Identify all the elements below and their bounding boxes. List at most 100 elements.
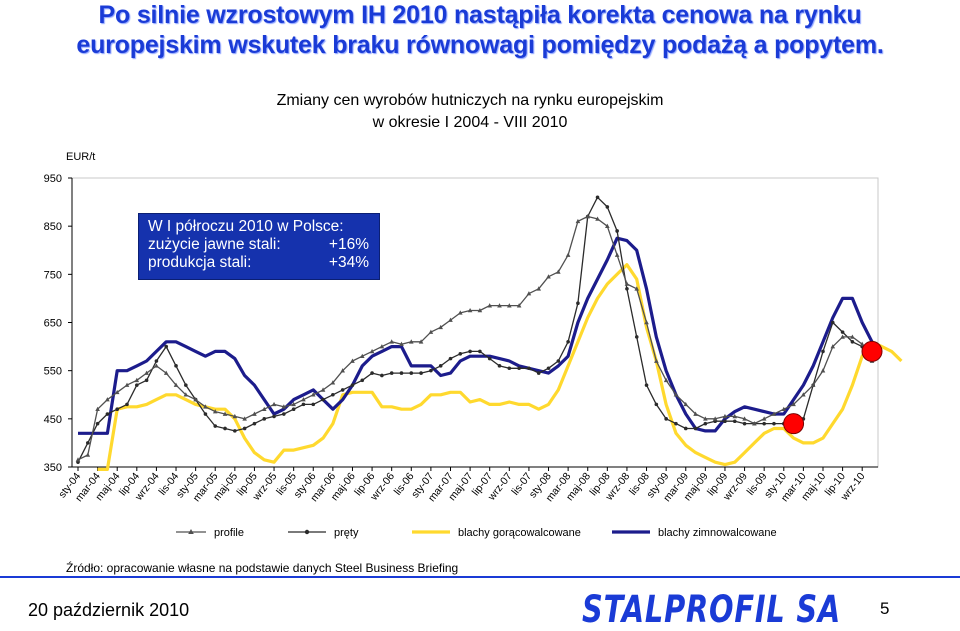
- data-point: [135, 383, 139, 387]
- data-point: [213, 424, 218, 428]
- data-point: [605, 223, 610, 228]
- source-note: Źródło: opracowanie własne na podstawie …: [66, 561, 459, 575]
- data-point: [742, 421, 747, 426]
- data-point: [448, 356, 453, 361]
- y-tick-label: 850: [44, 221, 62, 233]
- callout-consumption-value: +16%: [328, 236, 369, 253]
- data-point: [429, 368, 433, 373]
- data-point: [614, 252, 620, 257]
- data-point: [438, 364, 443, 368]
- data-point: [311, 402, 316, 407]
- data-point: [595, 216, 600, 221]
- data-point: [732, 419, 737, 424]
- data-point: [840, 330, 845, 334]
- data-point: [566, 339, 570, 344]
- data-point: [438, 324, 443, 330]
- data-point: [732, 413, 738, 419]
- data-point: [340, 388, 345, 392]
- data-point: [605, 205, 610, 209]
- data-point: [291, 401, 296, 407]
- data-point: [497, 364, 502, 368]
- data-point: [477, 307, 483, 313]
- data-point: [644, 320, 649, 325]
- data-point: [634, 286, 640, 291]
- data-point: [399, 341, 404, 346]
- legend-label: profile: [214, 527, 244, 539]
- data-point: [409, 371, 414, 375]
- data-point: [85, 452, 91, 457]
- data-point: [183, 392, 189, 397]
- data-point: [575, 218, 581, 224]
- data-point: [379, 344, 385, 349]
- data-point: [840, 334, 845, 339]
- data-point: [693, 426, 698, 431]
- data-point: [105, 412, 110, 416]
- data-point: [683, 401, 689, 407]
- data-point: [134, 377, 140, 383]
- data-point: [781, 406, 787, 411]
- data-point: [634, 335, 639, 339]
- callout-row-consumption: zużycie jawne stali: +16%: [148, 236, 369, 254]
- data-point: [262, 417, 267, 421]
- data-point: [233, 429, 237, 433]
- data-point: [321, 397, 325, 402]
- data-point: [203, 412, 208, 416]
- chart-title: Zmiany cen wyrobów hutniczych na rynku e…: [180, 90, 760, 134]
- data-point: [723, 419, 727, 424]
- data-point: [272, 414, 276, 419]
- data-point: [821, 349, 825, 354]
- data-point: [859, 341, 865, 346]
- data-point: [850, 339, 855, 344]
- data-point: [144, 370, 149, 375]
- footer-divider: [0, 576, 960, 578]
- data-point: [359, 353, 365, 359]
- callout-line-1: W I półroczu 2010 w Polsce:: [148, 218, 344, 235]
- data-point: [320, 387, 326, 392]
- data-point: [331, 392, 335, 397]
- callout-production-label: produkcja stali:: [148, 254, 252, 271]
- data-point: [517, 366, 521, 371]
- series-line: [77, 215, 873, 461]
- data-point: [585, 214, 591, 219]
- data-point: [144, 378, 149, 383]
- data-point: [125, 402, 129, 407]
- y-tick-label: 450: [44, 414, 62, 426]
- y-tick-label: 350: [44, 462, 62, 474]
- data-point: [242, 416, 247, 421]
- data-point: [370, 371, 374, 375]
- data-point: [154, 359, 159, 363]
- data-point: [654, 402, 659, 407]
- data-point: [487, 303, 493, 308]
- data-point: [664, 417, 668, 421]
- data-point: [408, 339, 414, 344]
- data-point: [86, 441, 90, 445]
- data-point: [95, 406, 100, 411]
- data-point: [271, 401, 277, 407]
- data-point: [330, 380, 336, 385]
- chart-title-line-2: w okresie I 2004 - VIII 2010: [372, 114, 568, 131]
- data-point: [399, 371, 404, 375]
- data-point: [762, 421, 766, 426]
- data-point: [242, 426, 247, 431]
- data-point: [193, 397, 198, 402]
- data-point: [712, 416, 718, 421]
- data-point: [527, 366, 531, 371]
- data-point: [350, 358, 355, 363]
- headline-line-2: europejskim wskutek braku równowagi pomi…: [76, 31, 884, 59]
- data-point: [114, 389, 120, 395]
- data-point: [418, 339, 424, 344]
- data-point: [693, 411, 698, 416]
- chart-legend: profile pręty blachy gorącowalcowane blachy…: [176, 527, 777, 539]
- data-point: [350, 383, 355, 387]
- price-chart: EUR/t350450550650750850950sty-04mar-04ma…: [44, 151, 903, 539]
- highlight-marker: [783, 413, 805, 435]
- data-point: [282, 412, 286, 416]
- data-point: [458, 352, 463, 356]
- callout-production-value: +34%: [328, 254, 369, 271]
- poland-callout: W I półroczu 2010 w Polsce: zużycie jawn…: [138, 213, 380, 280]
- data-point: [850, 334, 855, 339]
- data-point: [546, 274, 551, 279]
- page-number: 5: [880, 599, 890, 618]
- data-point: [173, 382, 179, 387]
- data-point: [546, 366, 551, 371]
